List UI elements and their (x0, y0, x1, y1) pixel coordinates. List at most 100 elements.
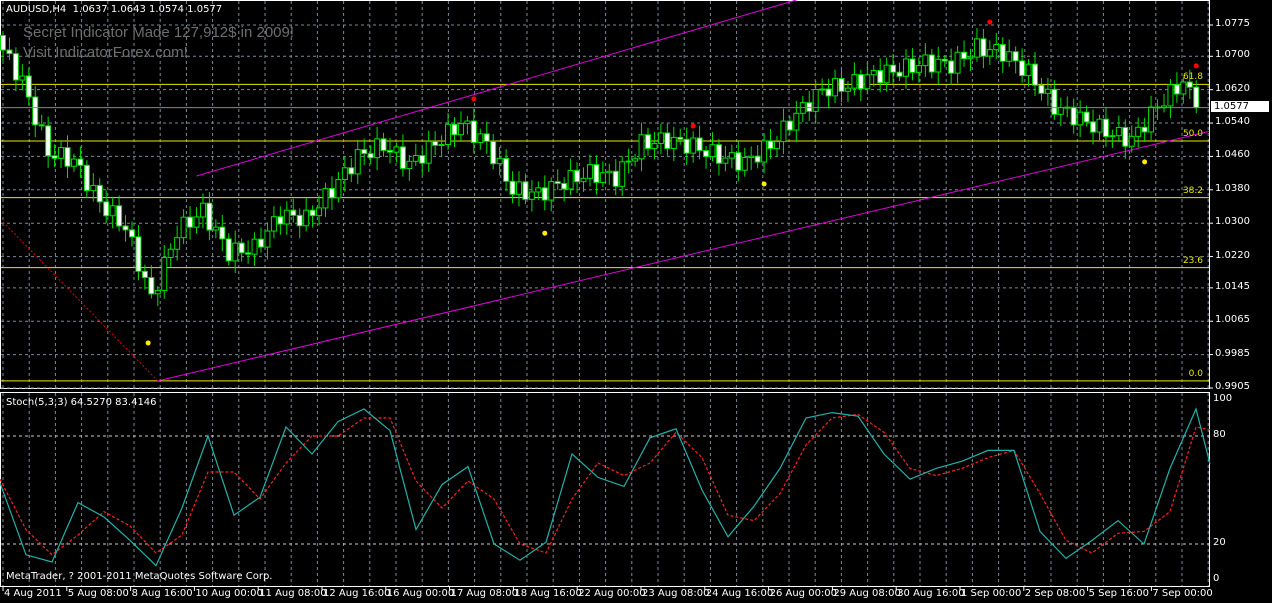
candle-bull (535, 187, 542, 193)
candle-bull (516, 181, 522, 195)
candle-bear (1032, 63, 1038, 86)
candle-bear (767, 140, 774, 150)
candle-bear (928, 54, 935, 73)
candle-bull (232, 242, 239, 262)
candle-bull (586, 164, 593, 179)
fib-level-label: 50.0 (1182, 128, 1203, 139)
candle-bear (961, 51, 968, 60)
price-axis-label: 1.0300 (1215, 216, 1250, 228)
candle-bear (825, 88, 832, 97)
price-panel-frame (0, 0, 1210, 389)
candle-bear (554, 181, 561, 184)
candle-bull (1115, 126, 1122, 137)
price-axis-label: 1.0540 (1215, 116, 1250, 128)
candle-bull (1096, 118, 1103, 133)
candle-bull (1077, 111, 1084, 126)
candle-bear (348, 167, 355, 175)
candle-bear (361, 149, 368, 155)
candle-bear (1051, 88, 1058, 115)
candle-bear (83, 164, 90, 192)
candle-bear (857, 74, 864, 90)
candle-bull (748, 155, 755, 158)
candle-bear (490, 140, 497, 165)
time-axis-label: 1 Sep 00:00 (961, 588, 1022, 599)
candle-bull (193, 216, 200, 228)
time-axis-label: 8 Aug 16:00 (131, 588, 193, 599)
time-axis-label: 11 Aug 08:00 (259, 588, 327, 599)
time-axis-label: 2 Sep 08:00 (1024, 588, 1086, 599)
candle-bull (457, 123, 464, 136)
candle-bear (206, 202, 213, 231)
candle-bear (941, 58, 948, 62)
candle-bear (948, 60, 955, 74)
candle-bear (141, 270, 148, 279)
time-axis-label: 5 Aug 08:00 (67, 588, 129, 599)
candle-bear (187, 216, 194, 228)
candle-bear (38, 124, 45, 127)
candle-bull (496, 157, 503, 165)
candle-bull (303, 209, 310, 227)
fractal-up-marker (471, 96, 477, 102)
candle-bear (574, 169, 581, 183)
candle-bear (1193, 86, 1200, 109)
watermark-line2: Visit IndicatorForex.com! (23, 44, 188, 61)
candle-bull (1057, 107, 1064, 115)
fractal-down-marker (145, 340, 151, 346)
price-axis-label: 1.0220 (1215, 249, 1250, 261)
candle-bear (238, 242, 245, 254)
candle-bear (735, 152, 742, 171)
candle-bull (651, 142, 658, 150)
candle-bear (309, 209, 316, 217)
candle-bull (819, 88, 826, 91)
time-axis-label: 12 Aug 16:00 (323, 588, 391, 599)
candle-bear (245, 252, 252, 255)
candle-bear (419, 155, 426, 164)
candle-bear (696, 137, 703, 152)
fractal-down-marker (761, 181, 767, 187)
candle-bull (58, 147, 65, 159)
candle-bull (212, 226, 219, 231)
trend-channel-line (157, 130, 1210, 382)
time-axis-label: 23 Aug 08:00 (642, 588, 710, 599)
candle-bear (683, 138, 690, 154)
time-axis-label: 16 Aug 00:00 (386, 588, 455, 599)
candle-bear (1083, 111, 1090, 123)
stoch-axis-label: 0 (1213, 573, 1220, 584)
time-axis-label: 29 Aug 08:00 (833, 588, 901, 599)
candle-bull (406, 160, 413, 170)
fib-level-label: 38.2 (1182, 185, 1203, 196)
candle-bear (51, 155, 58, 159)
candle-bear (509, 180, 516, 195)
candle-bear (470, 120, 477, 144)
candle-bull (632, 158, 639, 162)
ohlc-readout: 1.0637 1.0643 1.0574 1.0577 (72, 4, 223, 15)
candle-bull (599, 172, 606, 183)
candle-bear (451, 123, 458, 136)
candle-bear (838, 78, 845, 92)
candle-bull (335, 178, 342, 199)
candle-bear (103, 201, 110, 217)
candle-bull (606, 170, 613, 174)
fractal-up-marker (987, 19, 993, 25)
stoch-axis-label: 100 (1213, 393, 1233, 404)
candle-bull (70, 158, 77, 167)
candle-bear (980, 38, 987, 57)
candle-bull (1148, 106, 1155, 133)
time-axis-label: 10 Aug 00:00 (195, 588, 263, 599)
candle-bull (915, 65, 922, 73)
candle-bear (387, 149, 393, 153)
candle-bear (877, 70, 884, 84)
candle-bull (935, 58, 942, 73)
watermark-line1: Secret Indicator Made 127,912$ in 2009! (23, 24, 295, 41)
fib-level-label: 0.0 (1188, 368, 1203, 379)
candle-bear (328, 187, 335, 199)
candle-bull (316, 207, 323, 217)
candle-bull (528, 191, 535, 200)
candle-bull (1135, 126, 1142, 137)
candle-bear (129, 229, 135, 238)
candle-bear (1173, 84, 1180, 95)
candle-bear (116, 205, 123, 227)
fib-level-label: 23.6 (1182, 255, 1203, 266)
candle-bull (580, 177, 587, 183)
